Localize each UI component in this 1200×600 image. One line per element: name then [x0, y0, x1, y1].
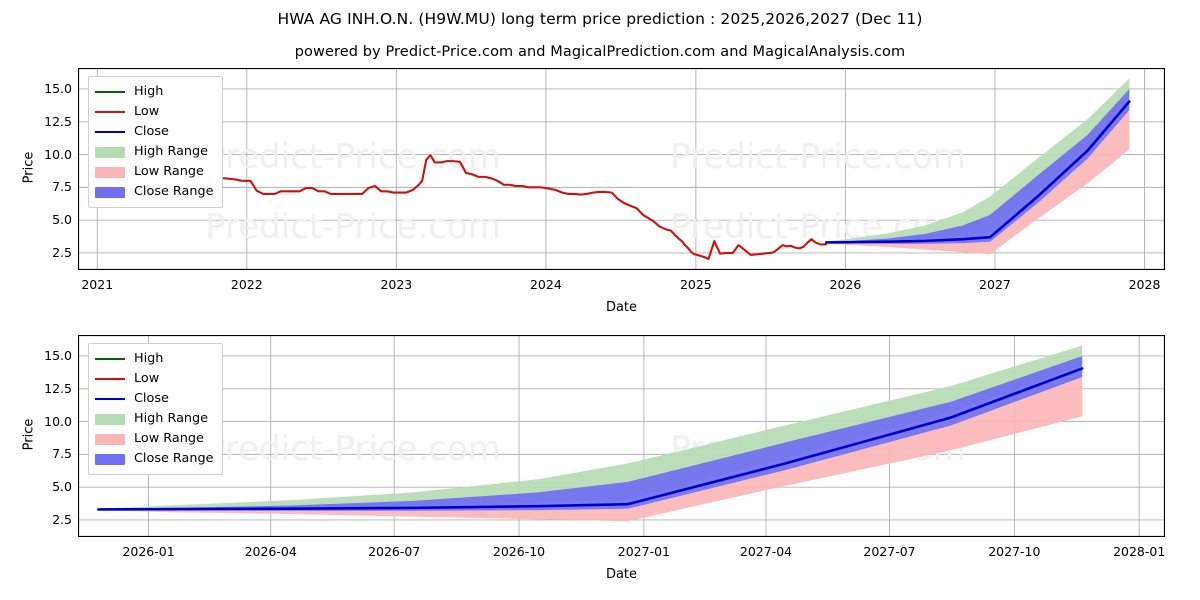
legend-swatch-icon: [95, 432, 125, 446]
y-tick-label: 2.5: [52, 511, 72, 527]
x-tick-label: 2028-01: [1113, 544, 1166, 559]
top-chart-panel: Predict-Price.com Predict-Price.com Predic…: [78, 68, 1165, 270]
legend-item-label: High: [134, 84, 164, 99]
x-tick-label: 2023: [380, 277, 413, 292]
y-tick-label: 5.0: [52, 479, 72, 495]
svg-text:Predict-Price.com: Predict-Price.com: [670, 137, 966, 177]
y-tick-label: 5.0: [52, 212, 72, 228]
legend-item-label: High Range: [134, 144, 209, 159]
legend-patch-swatch: [95, 187, 125, 198]
legend-item-high: High: [95, 349, 214, 369]
legend-patch-swatch: [95, 147, 125, 158]
y-tick-label: 7.5: [52, 179, 72, 195]
x-tick-label: 2022: [230, 277, 263, 292]
legend-line-swatch: [95, 398, 125, 401]
x-tick-label: 2026-04: [244, 544, 297, 559]
y-tick-label: 2.5: [52, 244, 72, 260]
legend-item-low-range: Low Range: [95, 162, 214, 182]
x-tick-label: 2027-07: [863, 544, 916, 559]
legend-patch-swatch: [95, 414, 125, 425]
legend-swatch-icon: [95, 412, 125, 426]
y-tick-label: 10.0: [44, 413, 72, 429]
legend-item-close-range: Close Range: [95, 182, 214, 202]
x-tick-label: 2026-10: [492, 544, 546, 559]
legend-item-label: High Range: [134, 411, 209, 426]
legend-swatch-icon: [95, 85, 125, 99]
legend-item-high-range: High Range: [95, 142, 214, 162]
y-tick-label: 12.5: [44, 380, 72, 396]
chart-title: HWA AG INH.O.N. (H9W.MU) long term price…: [277, 10, 923, 28]
top-chart-legend: High Low Close High Range Low Range Close Ran…: [88, 76, 223, 208]
x-tick-label: 2026-01: [122, 544, 175, 559]
legend-line-swatch: [95, 378, 125, 381]
legend-item-label: Close: [134, 124, 169, 139]
legend-swatch-icon: [95, 185, 125, 199]
x-tick-label: 2027: [979, 277, 1011, 292]
legend-item-close-range: Close Range: [95, 449, 214, 469]
legend-patch-swatch: [95, 434, 125, 445]
x-tick-label: 2027-01: [617, 544, 670, 559]
x-tick-label: 2024: [529, 277, 562, 292]
legend-swatch-icon: [95, 125, 125, 139]
legend-item-label: Close Range: [134, 451, 214, 466]
legend-swatch-icon: [95, 372, 125, 386]
legend-patch-swatch: [95, 167, 125, 178]
x-tick-label: 2027-10: [988, 544, 1041, 559]
legend-item-label: Close: [134, 391, 169, 406]
legend-item-label: Close Range: [134, 184, 214, 199]
legend-item-low: Low: [95, 102, 214, 122]
legend-swatch-icon: [95, 145, 125, 159]
top-chart-plot: Predict-Price.com Predict-Price.com Predic…: [78, 68, 1165, 270]
x-tick-label: 2021: [81, 277, 114, 292]
y-tick-label: 15.0: [44, 347, 72, 363]
legend-patch-swatch: [95, 454, 125, 465]
legend-swatch-icon: [95, 352, 125, 366]
y-tick-label: 7.5: [52, 446, 72, 462]
svg-text:Predict-Price.com: Predict-Price.com: [205, 207, 501, 247]
x-tick-label: 2027-04: [739, 544, 793, 559]
legend-item-label: Low: [134, 104, 160, 119]
legend-item-high: High: [95, 82, 214, 102]
legend-item-low: Low: [95, 369, 214, 389]
legend-line-swatch: [95, 358, 125, 361]
x-tick-label: 2025: [679, 277, 712, 292]
bottom-x-axis-label: Date: [605, 567, 638, 582]
x-tick-label: 2028: [1128, 277, 1161, 292]
svg-text:Predict-Price.com: Predict-Price.com: [205, 137, 501, 177]
legend-swatch-icon: [95, 452, 125, 466]
y-tick-label: 15.0: [44, 80, 72, 96]
legend-item-close: Close: [95, 389, 214, 409]
svg-text:Predict-Price.com: Predict-Price.com: [205, 429, 501, 469]
legend-item-low-range: Low Range: [95, 429, 214, 449]
legend-swatch-icon: [95, 165, 125, 179]
chart-subtitle: powered by Predict-Price.com and Magical…: [294, 44, 906, 60]
legend-swatch-icon: [95, 392, 125, 406]
y-tick-label: 12.5: [44, 113, 72, 129]
legend-item-label: High: [134, 351, 164, 366]
legend-swatch-icon: [95, 105, 125, 119]
legend-item-close: Close: [95, 122, 214, 142]
legend-item-label: Low Range: [134, 431, 204, 446]
y-tick-label: 10.0: [44, 146, 72, 162]
top-x-axis-label: Date: [605, 300, 638, 315]
x-tick-label: 2026-07: [368, 544, 421, 559]
bottom-chart-legend: High Low Close High Range Low Range Close Ran…: [88, 343, 223, 475]
x-tick-label: 2026: [829, 277, 862, 292]
legend-line-swatch: [95, 91, 125, 94]
legend-item-label: Low Range: [134, 164, 204, 179]
legend-line-swatch: [95, 111, 125, 114]
legend-item-high-range: High Range: [95, 409, 214, 429]
legend-item-label: Low: [134, 371, 160, 386]
legend-line-swatch: [95, 131, 125, 134]
